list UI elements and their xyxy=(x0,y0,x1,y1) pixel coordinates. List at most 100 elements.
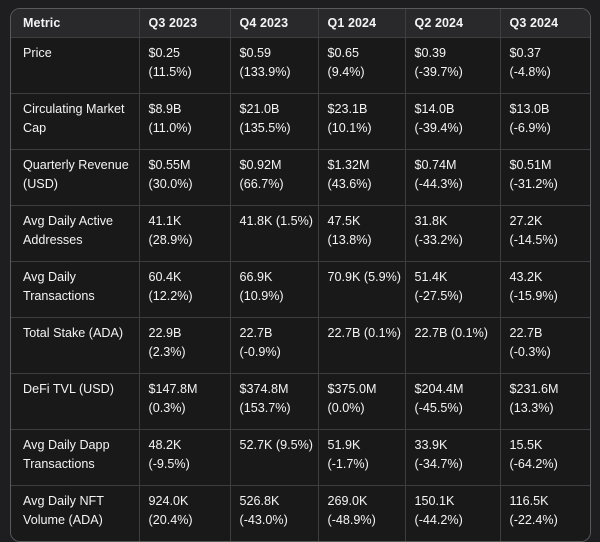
table-row: Avg Daily Transactions 60.4K (12.2%) 66.9K (1… xyxy=(11,261,590,318)
cell-line: 52.7K (9.5%) xyxy=(239,438,314,452)
cell-line: $0.25 xyxy=(148,46,181,60)
cell-line: 269.0K xyxy=(327,494,368,508)
cell-line: (-33.2%) xyxy=(414,233,463,247)
cell-line: (-15.9%) xyxy=(509,289,558,303)
cell-line: Cap xyxy=(23,121,47,135)
cell-line: 27.2K xyxy=(509,214,543,228)
value-cell: $204.4M (-45.5%) xyxy=(404,373,500,430)
cell-line: Avg Daily Active xyxy=(23,214,114,228)
cell-line: (-44.2%) xyxy=(414,513,463,527)
metric-cell: Circulating Market Cap xyxy=(11,93,139,150)
header-row: Metric Q3 2023 Q4 2023 Q1 2024 Q2 2024 Q3 202… xyxy=(11,9,590,38)
table-row: Avg Daily NFT Volume (ADA) 924.0K (20.4%) 52… xyxy=(11,485,590,541)
value-cell: $21.0B (135.5%) xyxy=(229,93,318,150)
cell-line: 41.8K (1.5%) xyxy=(239,214,314,228)
value-cell: 116.5K (-22.4%) xyxy=(499,485,590,541)
cell-line: $13.0B xyxy=(509,102,550,116)
value-cell: 51.4K (-27.5%) xyxy=(404,261,500,318)
cell-line: $0.37 xyxy=(509,46,542,60)
cell-line: $0.51M xyxy=(509,158,552,172)
value-cell: 33.9K (-34.7%) xyxy=(404,429,500,486)
value-cell: 41.1K (28.9%) xyxy=(138,205,230,262)
cell-line: $23.1B xyxy=(327,102,368,116)
cell-line: 526.8K xyxy=(239,494,280,508)
cell-line: (28.9%) xyxy=(148,233,193,247)
cell-line: (10.9%) xyxy=(239,289,284,303)
value-cell: 22.7B (0.1%) xyxy=(404,317,500,374)
metric-cell: Avg Daily NFT Volume (ADA) xyxy=(11,485,139,541)
cell-line: (-9.5%) xyxy=(148,457,190,471)
cell-line: (-1.7%) xyxy=(327,457,369,471)
column-header: Q4 2023 xyxy=(229,9,318,38)
cell-line: (10.1%) xyxy=(327,121,372,135)
cell-line: (66.7%) xyxy=(239,177,284,191)
value-cell: $0.92M (66.7%) xyxy=(229,149,318,206)
cell-line: 60.4K xyxy=(148,270,182,284)
table-row: Avg Daily Active Addresses 41.1K (28.9%) 41.… xyxy=(11,205,590,262)
cell-line: (-0.3%) xyxy=(509,345,551,359)
column-header: Q3 2024 xyxy=(499,9,590,38)
table-row: Total Stake (ADA) 22.9B (2.3%) 22.7B (-0.9%)… xyxy=(11,317,590,374)
value-cell: $23.1B (10.1%) xyxy=(317,93,405,150)
cell-line: (135.5%) xyxy=(239,121,291,135)
cell-line: Addresses xyxy=(23,233,83,247)
value-cell: 15.5K (-64.2%) xyxy=(499,429,590,486)
cell-line: Total Stake (ADA) xyxy=(23,326,124,340)
metrics-table: Metric Q3 2023 Q4 2023 Q1 2024 Q2 2024 Q3 202… xyxy=(11,9,590,541)
cell-line: (-4.8%) xyxy=(509,65,551,79)
cell-line: DeFi TVL (USD) xyxy=(23,382,114,396)
value-cell: $0.37 (-4.8%) xyxy=(499,37,590,94)
cell-line: 70.9K (5.9%) xyxy=(327,270,402,284)
cell-line: $375.0M xyxy=(327,382,377,396)
value-cell: 27.2K (-14.5%) xyxy=(499,205,590,262)
value-cell: 924.0K (20.4%) xyxy=(138,485,230,541)
cell-line: (-0.9%) xyxy=(239,345,281,359)
cell-line: $231.6M xyxy=(509,382,559,396)
cell-line: $374.8M xyxy=(239,382,289,396)
cell-line: (13.8%) xyxy=(327,233,372,247)
cell-line: 924.0K xyxy=(148,494,189,508)
cell-line: (30.0%) xyxy=(148,177,193,191)
cell-line: 22.7B xyxy=(509,326,543,340)
cell-line: 48.2K xyxy=(148,438,182,452)
cell-line: (-39.4%) xyxy=(414,121,463,135)
cell-line: (-45.5%) xyxy=(414,401,463,415)
value-cell: $231.6M (13.3%) xyxy=(499,373,590,430)
cell-line: 47.5K xyxy=(327,214,361,228)
value-cell: 41.8K (1.5%) xyxy=(229,205,318,262)
value-cell: 22.7B (-0.9%) xyxy=(229,317,318,374)
page: Metric Q3 2023 Q4 2023 Q1 2024 Q2 2024 Q3 202… xyxy=(10,8,591,542)
cell-line: (-48.9%) xyxy=(327,513,376,527)
cell-line: $21.0B xyxy=(239,102,280,116)
table-row: Quarterly Revenue (USD) $0.55M (30.0%) $0.92… xyxy=(11,149,590,206)
cell-line: (-6.9%) xyxy=(509,121,551,135)
cell-line: 150.1K xyxy=(414,494,455,508)
metric-cell: Avg Daily Dapp Transactions xyxy=(11,429,139,486)
cell-line: (43.6%) xyxy=(327,177,372,191)
cell-line: (-64.2%) xyxy=(509,457,558,471)
column-header: Q1 2024 xyxy=(317,9,405,38)
column-header: Q3 2023 xyxy=(138,9,230,38)
value-cell: 22.7B (0.1%) xyxy=(317,317,405,374)
cell-line: 22.9B xyxy=(148,326,182,340)
value-cell: $375.0M (0.0%) xyxy=(317,373,405,430)
cell-line: (13.3%) xyxy=(509,401,554,415)
value-cell: $8.9B (11.0%) xyxy=(138,93,230,150)
value-cell: $0.59 (133.9%) xyxy=(229,37,318,94)
cell-line: (133.9%) xyxy=(239,65,291,79)
value-cell: 47.5K (13.8%) xyxy=(317,205,405,262)
cell-line: (153.7%) xyxy=(239,401,291,415)
cell-line: 43.2K xyxy=(509,270,543,284)
cell-line: (2.3%) xyxy=(148,345,186,359)
cell-line: $0.74M xyxy=(414,158,457,172)
cell-line: Avg Daily NFT xyxy=(23,494,104,508)
cell-line: Quarterly Revenue xyxy=(23,158,129,172)
cell-line: (-14.5%) xyxy=(509,233,558,247)
cell-line: 22.7B (0.1%) xyxy=(414,326,489,340)
cell-line: 41.1K xyxy=(148,214,182,228)
value-cell: 52.7K (9.5%) xyxy=(229,429,318,486)
table-row: DeFi TVL (USD) $147.8M (0.3%) $374.8M (153.7… xyxy=(11,373,590,430)
cell-line: (11.5%) xyxy=(148,65,192,79)
cell-line: 51.4K xyxy=(414,270,448,284)
value-cell: $0.25 (11.5%) xyxy=(138,37,230,94)
